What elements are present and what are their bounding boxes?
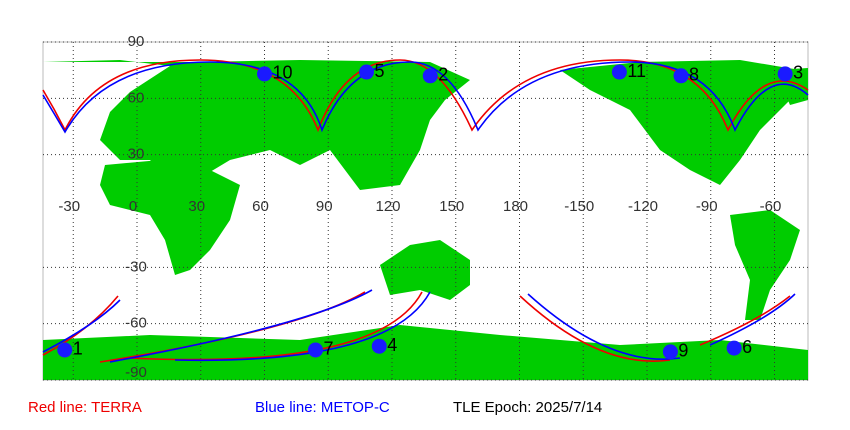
lon-label: 60 bbox=[252, 198, 269, 215]
tle-epoch: TLE Epoch: 2025/7/14 bbox=[453, 399, 602, 416]
metop-track-north bbox=[42, 61, 809, 134]
lat-label: -60 bbox=[125, 315, 147, 332]
lon-label: 120 bbox=[375, 198, 400, 215]
legend-terra: Red line: TERRA bbox=[28, 399, 142, 416]
lat-label: 30 bbox=[128, 146, 145, 163]
lon-label: -90 bbox=[696, 198, 718, 215]
satellite-label: 8 bbox=[689, 65, 699, 85]
satellite-label: 10 bbox=[273, 63, 293, 83]
satellites: 1 2 3 4 5 6 7 8 9 10 11 bbox=[57, 61, 803, 361]
lon-label: 30 bbox=[188, 198, 205, 215]
satellite-marker bbox=[611, 64, 627, 80]
lat-label: 90 bbox=[128, 33, 145, 50]
north-america bbox=[560, 60, 800, 185]
lat-label: 60 bbox=[128, 89, 145, 106]
eurasia bbox=[43, 60, 470, 190]
satellite-marker bbox=[422, 68, 438, 84]
lon-label: -150 bbox=[564, 198, 594, 215]
lon-label: 180 bbox=[503, 198, 528, 215]
antarctica bbox=[43, 325, 808, 380]
satellite-label: 2 bbox=[438, 65, 448, 85]
satellite-marker bbox=[371, 338, 387, 354]
satellite-marker bbox=[662, 344, 678, 360]
lon-label: -120 bbox=[628, 198, 658, 215]
satellite-marker bbox=[57, 342, 73, 358]
africa bbox=[100, 160, 240, 275]
lon-label: 90 bbox=[316, 198, 333, 215]
metop-track-south bbox=[42, 289, 796, 363]
satellite-label: 3 bbox=[793, 63, 803, 83]
lat-label: -90 bbox=[125, 364, 147, 381]
satellite-label: 11 bbox=[627, 61, 646, 81]
lon-label: -30 bbox=[58, 198, 80, 215]
satellite-label: 7 bbox=[324, 339, 334, 359]
lon-label: -60 bbox=[760, 198, 782, 215]
satellite-marker bbox=[673, 68, 689, 84]
land bbox=[43, 60, 808, 380]
satellite-label: 6 bbox=[742, 337, 752, 357]
australia bbox=[380, 240, 470, 300]
satellite-marker bbox=[257, 66, 272, 82]
satellite-marker bbox=[308, 342, 323, 358]
legend-metop: Blue line: METOP-C bbox=[255, 399, 390, 416]
terra-track-north bbox=[42, 59, 809, 133]
satellite-label: 4 bbox=[387, 335, 397, 355]
tracks bbox=[42, 59, 809, 363]
south-america bbox=[730, 210, 800, 320]
lon-label: 0 bbox=[129, 198, 137, 215]
satellite-label: 5 bbox=[375, 61, 385, 81]
satellite-marker bbox=[359, 64, 374, 80]
lat-label: -30 bbox=[125, 258, 147, 275]
satellite-marker bbox=[726, 340, 742, 356]
satellite-label: 9 bbox=[678, 341, 688, 361]
lon-label: 150 bbox=[439, 198, 464, 215]
graticule: -30 0 30 60 90 120 150 180 -150 -120 -90 -60 90 60 30 -… bbox=[43, 33, 808, 381]
satellite-label: 1 bbox=[73, 339, 83, 359]
satellite-marker bbox=[777, 66, 793, 82]
